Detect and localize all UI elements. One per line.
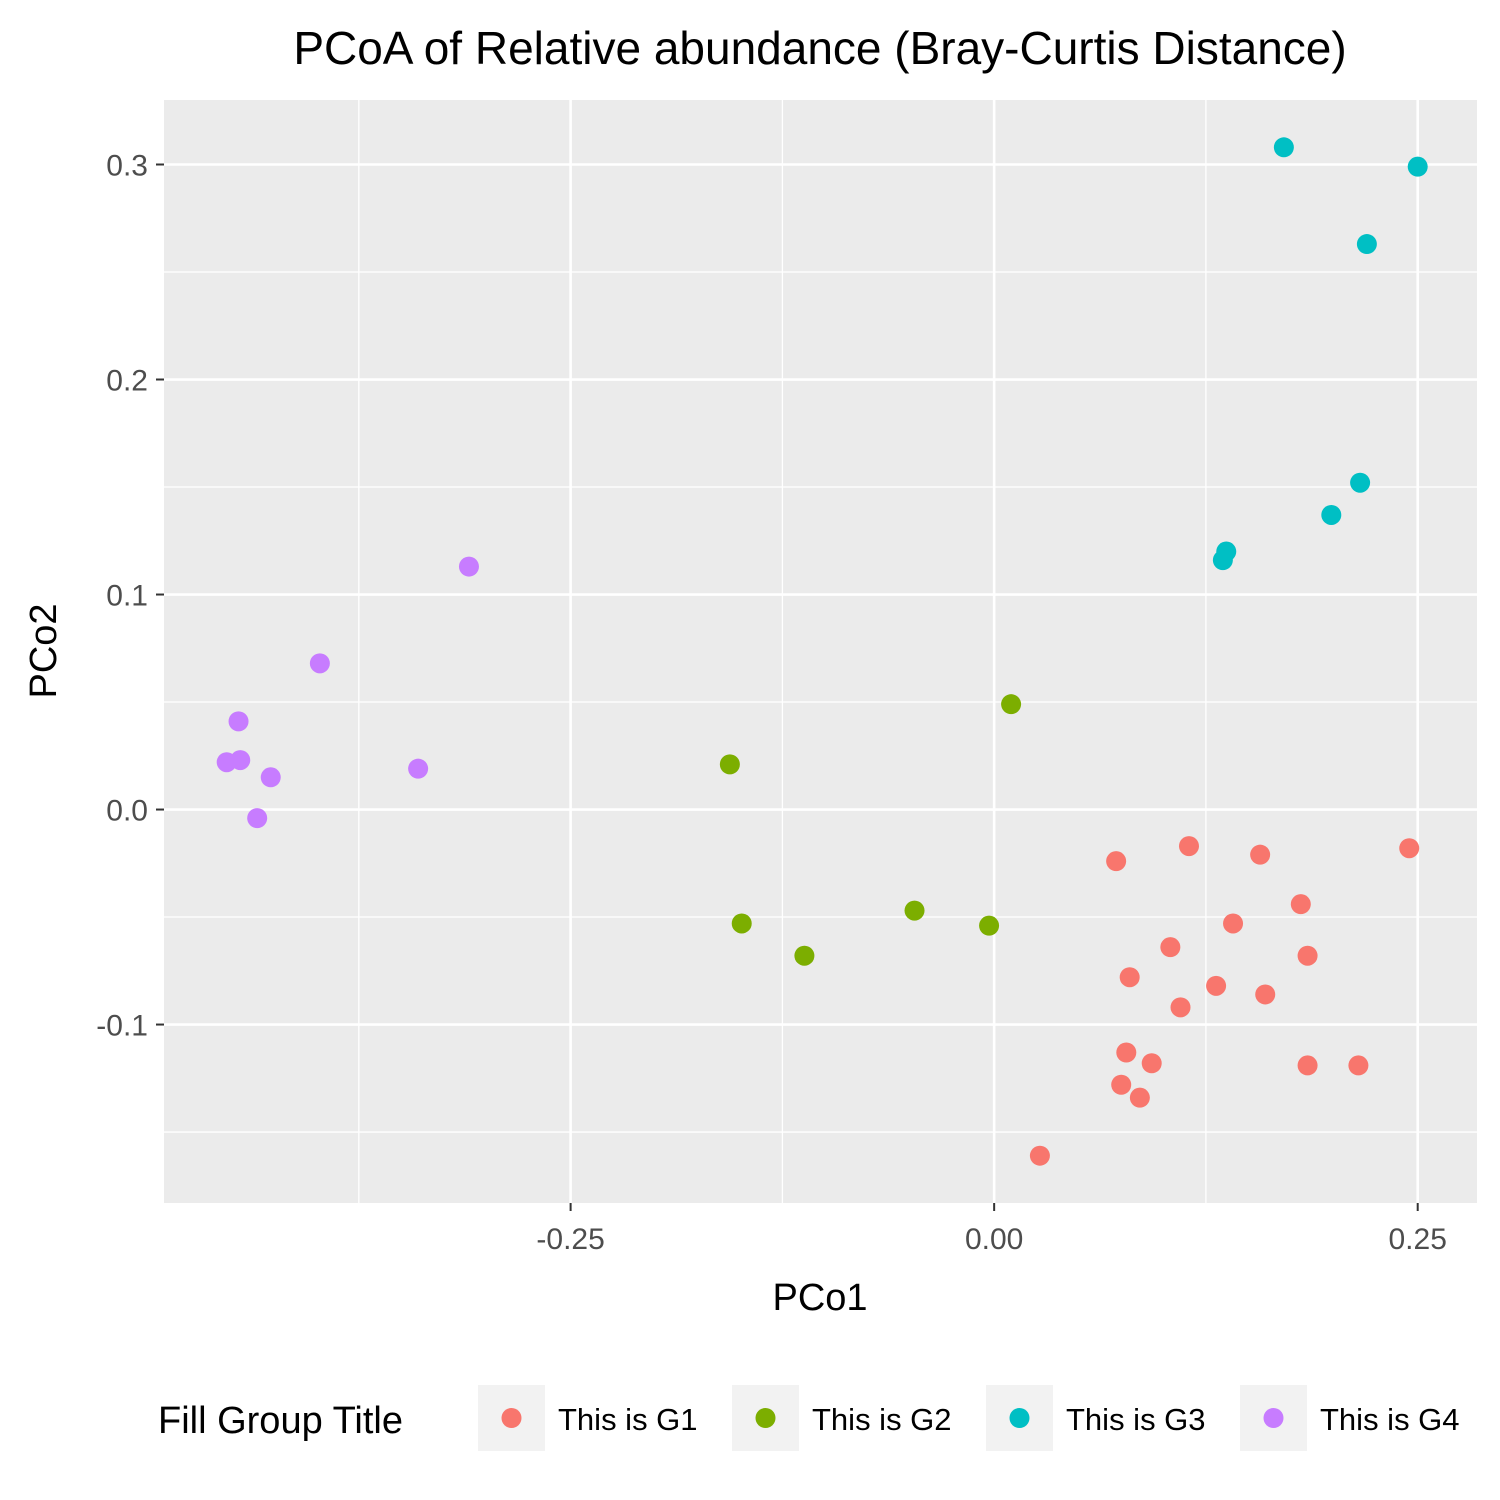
- data-point-g2: [904, 900, 925, 921]
- legend-label-4: This is G4: [1320, 1402, 1460, 1437]
- data-point-g3: [1273, 137, 1294, 158]
- data-point-g2: [1001, 694, 1022, 715]
- data-point-g4: [458, 556, 479, 577]
- data-point-g3: [1212, 550, 1233, 571]
- x-axis: -0.25 0.00 0.25: [536, 1203, 1447, 1256]
- data-point-g1: [1116, 1042, 1137, 1063]
- data-point-g1: [1170, 997, 1191, 1018]
- data-point-g2: [719, 754, 740, 775]
- y-tick-label: 0.0: [106, 795, 148, 828]
- legend-key-4: [1263, 1408, 1284, 1428]
- data-point-g1: [1106, 851, 1127, 872]
- data-point-g1: [1160, 937, 1181, 958]
- data-point-g4: [230, 750, 251, 771]
- data-point-g3: [1350, 472, 1371, 493]
- x-tick-label: 0.00: [965, 1223, 1023, 1256]
- data-point-g1: [1206, 975, 1227, 996]
- data-point-g1: [1399, 838, 1420, 859]
- data-point-g2: [731, 913, 752, 934]
- data-point-g1: [1255, 984, 1276, 1005]
- data-point-g1: [1250, 844, 1271, 865]
- y-tick-label: 0.2: [106, 365, 148, 398]
- data-point-g1: [1029, 1145, 1050, 1166]
- data-point-g3: [1407, 156, 1428, 177]
- legend-key-2: [755, 1408, 776, 1428]
- legend: Fill Group Title This is G1 This is G2 Thi…: [158, 1385, 1460, 1451]
- legend-label-3: This is G3: [1066, 1402, 1206, 1437]
- y-tick-label: 0.1: [106, 580, 148, 613]
- legend-title: Fill Group Title: [158, 1400, 403, 1442]
- x-tick-label: -0.25: [536, 1223, 604, 1256]
- data-point-g4: [247, 808, 268, 829]
- data-point-g1: [1129, 1087, 1150, 1108]
- data-point-g3: [1321, 504, 1342, 525]
- x-axis-title: PCo1: [772, 1277, 867, 1319]
- data-point-g1: [1141, 1053, 1162, 1074]
- legend-label-2: This is G2: [812, 1402, 952, 1437]
- minor-gridlines: [164, 100, 1477, 1203]
- x-tick-label: 0.25: [1389, 1223, 1447, 1256]
- major-gridlines: [164, 100, 1477, 1203]
- plot-panel: [164, 100, 1477, 1203]
- y-tick-label: -0.1: [96, 1010, 148, 1043]
- chart-title: PCoA of Relative abundance (Bray-Curtis …: [293, 22, 1346, 74]
- data-point-g1: [1223, 913, 1244, 934]
- legend-items: This is G1 This is G2 This is G3 This is G4: [478, 1385, 1460, 1451]
- data-point-g3: [1356, 234, 1377, 255]
- legend-label-1: This is G1: [558, 1402, 698, 1437]
- data-point-g4: [228, 711, 249, 732]
- data-point-g2: [794, 945, 815, 966]
- data-point-g2: [979, 915, 1000, 936]
- data-point-g1: [1119, 967, 1140, 988]
- y-axis-title: PCo2: [23, 603, 65, 698]
- legend-key-1: [501, 1408, 522, 1428]
- data-point-g4: [408, 758, 429, 779]
- data-point-g1: [1297, 1055, 1318, 1076]
- data-point-g4: [309, 653, 330, 674]
- legend-key-3: [1009, 1408, 1030, 1428]
- data-point-g4: [260, 767, 281, 788]
- data-point-g1: [1178, 836, 1199, 857]
- data-point-g1: [1111, 1074, 1132, 1095]
- y-tick-label: 0.3: [106, 150, 148, 183]
- data-points: [216, 137, 1428, 1166]
- y-axis: -0.1 0.0 0.1 0.2 0.3: [96, 150, 164, 1043]
- data-point-g1: [1290, 894, 1311, 915]
- data-point-g1: [1297, 945, 1318, 966]
- data-point-g1: [1348, 1055, 1369, 1076]
